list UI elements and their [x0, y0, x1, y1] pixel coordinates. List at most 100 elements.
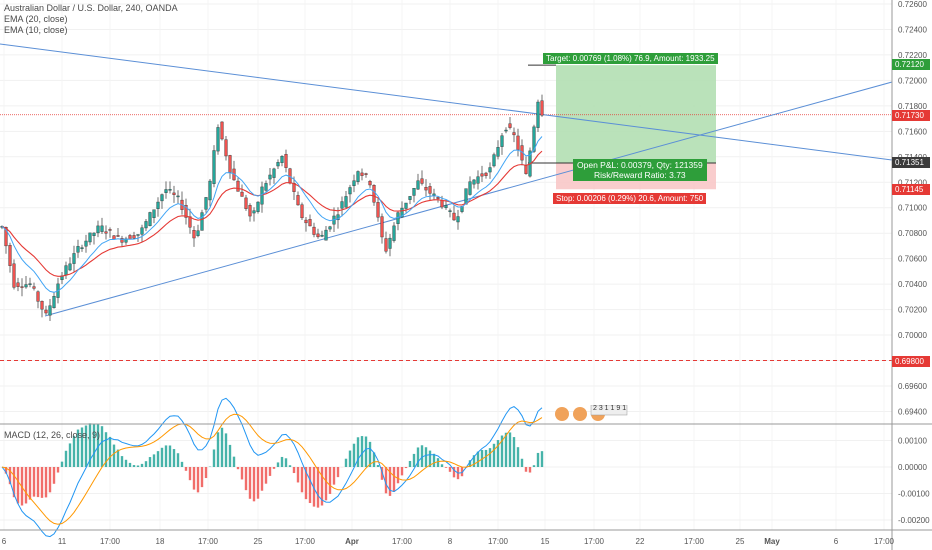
macd-histogram-bar: [448, 467, 452, 472]
target-label[interactable]: Target: 0.00769 (1.08%) 76.9, Amount: 19…: [543, 53, 718, 64]
stop-price-label: 0.71145: [892, 184, 930, 195]
macd-legend[interactable]: MACD (12, 26, close, 9): [4, 430, 101, 440]
ascending-trendline: [44, 81, 893, 317]
event-badges[interactable]: 2 3 1 1 9 1: [553, 404, 633, 428]
symbol-legend[interactable]: Australian Dollar / U.S. Dollar, 240, OA…: [4, 3, 178, 36]
candle-body: [408, 196, 412, 200]
macd-histogram-bar: [152, 454, 156, 467]
candle-body: [448, 210, 452, 212]
candle-body: [348, 187, 352, 195]
candle-body: [308, 219, 312, 227]
macd-histogram-bar: [168, 445, 172, 467]
macd-histogram-bar: [76, 429, 80, 467]
macd-histogram-bar: [316, 467, 320, 508]
candle-body: [276, 162, 280, 167]
candle-body: [140, 227, 144, 235]
macd-histogram-bar: [44, 467, 48, 498]
candle-body: [136, 234, 140, 236]
time-tick-label: Apr: [345, 537, 359, 546]
macd-histogram-bar: [260, 467, 264, 491]
time-tick-label: 17:00: [874, 537, 895, 546]
macd-histogram-bar: [232, 456, 236, 467]
candle-body: [156, 201, 160, 209]
candle-body: [468, 181, 472, 195]
candle-body: [128, 235, 132, 240]
candle-body: [196, 230, 200, 236]
candle-body: [220, 121, 224, 140]
macd-histogram-bar: [184, 467, 188, 471]
macd-histogram-bar: [376, 465, 380, 467]
time-tick-label: 17:00: [392, 537, 413, 546]
candle-body: [532, 126, 536, 152]
candle-body: [208, 180, 212, 201]
time-tick-label: 17:00: [488, 537, 509, 546]
ema10-legend[interactable]: EMA (10, close): [4, 25, 68, 35]
macd-histogram-bar: [300, 467, 304, 493]
candle-body: [312, 226, 316, 235]
flag-icon[interactable]: [555, 407, 569, 421]
macd-histogram-bar: [188, 467, 192, 481]
candle-body: [92, 232, 96, 236]
candle-body: [8, 245, 12, 266]
candle-body: [244, 197, 248, 209]
time-tick-label: May: [764, 537, 780, 546]
candle-body: [316, 233, 320, 238]
time-tick-label: 17:00: [684, 537, 705, 546]
macd-histogram-bar: [520, 458, 524, 467]
candle-body: [204, 197, 208, 210]
symbol-title: Australian Dollar / U.S. Dollar, 240, OA…: [4, 3, 178, 13]
macd-histogram-bar: [100, 426, 104, 467]
candle-body: [524, 165, 528, 174]
price-tick-label: 0.71600: [898, 127, 927, 136]
candle-body: [300, 204, 304, 219]
time-tick-label: 17:00: [100, 537, 121, 546]
candle-body: [132, 235, 136, 239]
time-tick-label: 22: [636, 537, 645, 546]
macd-histogram-bar: [368, 441, 372, 467]
candle-body: [184, 205, 188, 218]
macd-histogram-bar: [204, 467, 208, 479]
macd-histogram-bar: [472, 455, 476, 467]
macd-histogram-bar: [320, 467, 324, 506]
flag-icon[interactable]: [573, 407, 587, 421]
price-tick-label: 0.71000: [898, 204, 927, 213]
macd-pane: [1, 397, 544, 538]
time-tick-label: 15: [541, 537, 550, 546]
macd-histogram-bar: [428, 450, 432, 467]
stop-label[interactable]: Stop: 0.00206 (0.29%) 20.6, Amount: 750: [553, 193, 707, 204]
price-tick-label: 0.70000: [898, 331, 927, 340]
macd-histogram-bar: [12, 467, 16, 498]
candle-body: [372, 185, 376, 203]
macd-histogram-bar: [132, 465, 136, 467]
candle-body: [40, 300, 44, 310]
macd-histogram-bar: [92, 423, 96, 467]
candle-body: [416, 180, 420, 190]
candle-body: [476, 176, 480, 184]
macd-tick-label: -0.00100: [898, 490, 930, 499]
macd-histogram-bar: [180, 461, 184, 467]
price-tick-label: 0.71200: [898, 178, 927, 187]
macd-histogram-bar: [440, 464, 444, 467]
macd-histogram-bar: [468, 460, 472, 467]
macd-histogram-bar: [52, 467, 56, 484]
ema20-legend[interactable]: EMA (20, close): [4, 14, 68, 24]
candle-body: [72, 253, 76, 264]
time-tick-label: 17:00: [295, 537, 316, 546]
pnl-box[interactable]: Open P&L: 0.00379, Qty: 121359 Risk/Rewa…: [573, 159, 707, 181]
candle-body: [84, 240, 88, 247]
macd-histogram-bar: [336, 467, 340, 478]
candle-body: [456, 216, 460, 223]
ema10-line: [1, 136, 543, 293]
macd-histogram-bar: [108, 436, 112, 467]
candle-body: [216, 127, 220, 152]
macd-histogram-bar: [508, 432, 512, 467]
macd-histogram-bar: [144, 461, 148, 467]
macd-histogram-bar: [404, 467, 408, 469]
target-price-label: 0.72120: [892, 59, 930, 70]
candle-body: [384, 238, 388, 252]
candle-body: [328, 226, 332, 230]
macd-histogram-bar: [164, 445, 168, 467]
candle-body: [472, 179, 476, 185]
candle-body: [120, 238, 124, 243]
